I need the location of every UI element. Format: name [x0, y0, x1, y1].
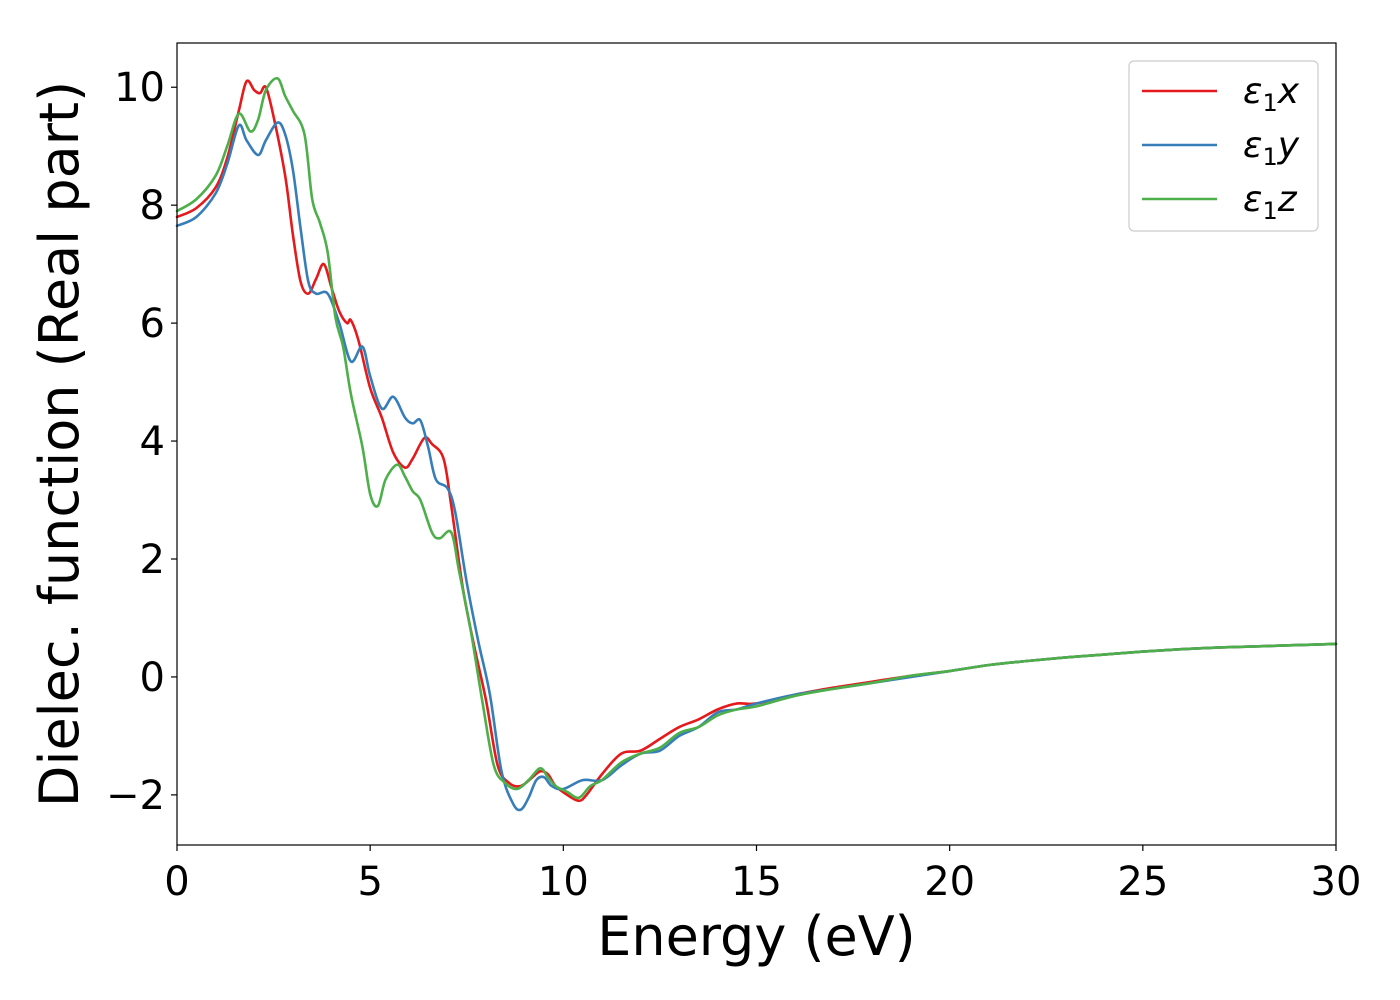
- legend-box: [1128, 60, 1319, 232]
- series-layer: [175, 77, 1338, 812]
- y-axis-label: Dielec. function (Real part): [28, 81, 91, 807]
- x-axis: 0 5 10 15 20 25 30: [164, 845, 1361, 905]
- legend-label: ε1y: [1243, 125, 1300, 171]
- x-tick-label: 20: [924, 859, 975, 905]
- legend: ε1x ε1y ε1z: [1128, 60, 1319, 232]
- x-tick-label: 5: [357, 859, 382, 905]
- x-axis-label: Energy (eV): [597, 905, 916, 968]
- y-axis: −2 0 2 4 6 8 10: [106, 65, 177, 819]
- y-tick-label: 2: [140, 537, 165, 583]
- x-tick-label: 0: [164, 859, 189, 905]
- y-tick-label: 0: [140, 655, 165, 701]
- legend-label: ε1x: [1243, 71, 1300, 117]
- legend-label: ε1z: [1243, 179, 1298, 225]
- y-tick-label: −2: [106, 773, 165, 819]
- y-tick-label: 10: [114, 65, 165, 111]
- series-line-z: [175, 77, 1338, 800]
- x-tick-label: 15: [731, 859, 782, 905]
- x-tick-label: 10: [538, 859, 589, 905]
- y-tick-label: 8: [140, 183, 165, 229]
- y-tick-label: 4: [140, 419, 165, 465]
- y-tick-label: 6: [140, 301, 165, 347]
- x-tick-label: 30: [1311, 859, 1362, 905]
- x-tick-label: 25: [1117, 859, 1168, 905]
